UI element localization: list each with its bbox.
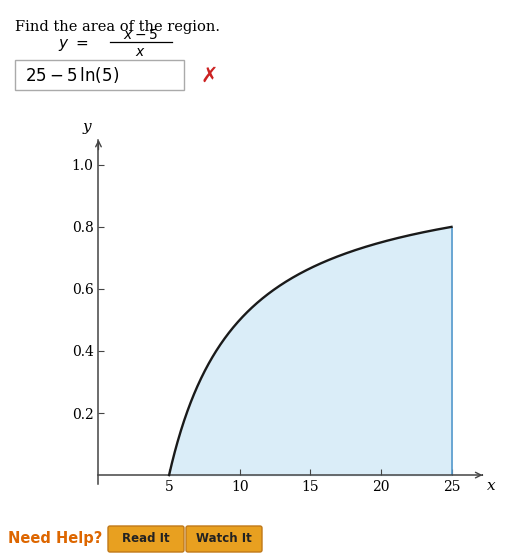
Text: y: y: [83, 120, 91, 134]
Text: Need Help?: Need Help?: [8, 531, 103, 547]
Text: Read It: Read It: [122, 533, 170, 545]
Text: Find the area of the region.: Find the area of the region.: [15, 20, 220, 34]
Text: $x$: $x$: [135, 45, 146, 59]
FancyBboxPatch shape: [108, 526, 184, 552]
FancyBboxPatch shape: [186, 526, 262, 552]
Text: $y\ =$: $y\ =$: [58, 37, 88, 53]
Text: x: x: [487, 479, 495, 493]
Text: $25 - 5\,\ln(5)$: $25 - 5\,\ln(5)$: [25, 65, 120, 85]
FancyBboxPatch shape: [15, 60, 184, 90]
Text: ✗: ✗: [201, 66, 218, 86]
Text: $x - 5$: $x - 5$: [123, 29, 158, 43]
Text: Watch It: Watch It: [196, 533, 252, 545]
